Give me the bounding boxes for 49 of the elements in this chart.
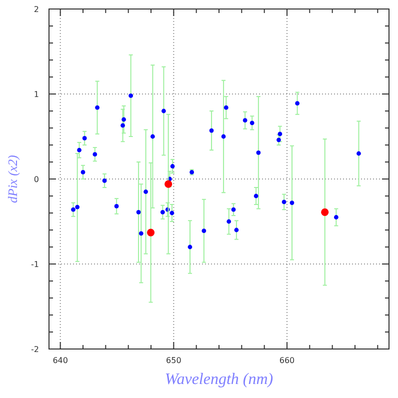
point [282,200,286,204]
point [202,228,206,234]
point [334,215,338,220]
y-axis-title: dPix (x2) [5,154,20,204]
point [77,148,82,152]
point [120,123,125,128]
point [144,190,148,194]
point [250,120,254,126]
point [290,200,294,205]
point [146,228,155,236]
point [170,210,174,216]
point [221,134,226,139]
point [356,151,361,156]
y-tick-label: 1 [34,90,39,99]
point [231,207,236,212]
point [80,170,86,174]
point [295,101,300,106]
y-tick-label: 2 [34,5,39,14]
point [242,118,248,123]
point [256,150,261,155]
point [224,105,228,110]
point [136,210,141,214]
point [160,210,165,214]
point [150,134,155,139]
point [254,194,258,198]
x-tick-label: 640 [52,356,68,365]
point [161,108,166,114]
point [128,94,134,98]
y-tick-label: 0 [34,175,39,184]
x-axis-title: Wavelength (nm) [164,371,274,388]
y-tick-label: -2 [31,345,39,354]
point [75,204,80,210]
point [138,231,144,236]
point [234,228,239,232]
point [321,208,329,216]
x-tick-label: 650 [166,356,182,365]
point [71,207,76,212]
x-tick-label: 660 [279,356,295,365]
point [170,164,175,168]
point [114,204,119,208]
point [209,128,214,133]
point [95,105,100,110]
point [122,117,126,122]
point [188,244,192,250]
point [102,178,107,183]
y-tick-label: -1 [31,260,39,269]
point [82,136,87,140]
point [92,152,98,157]
point [226,219,232,224]
